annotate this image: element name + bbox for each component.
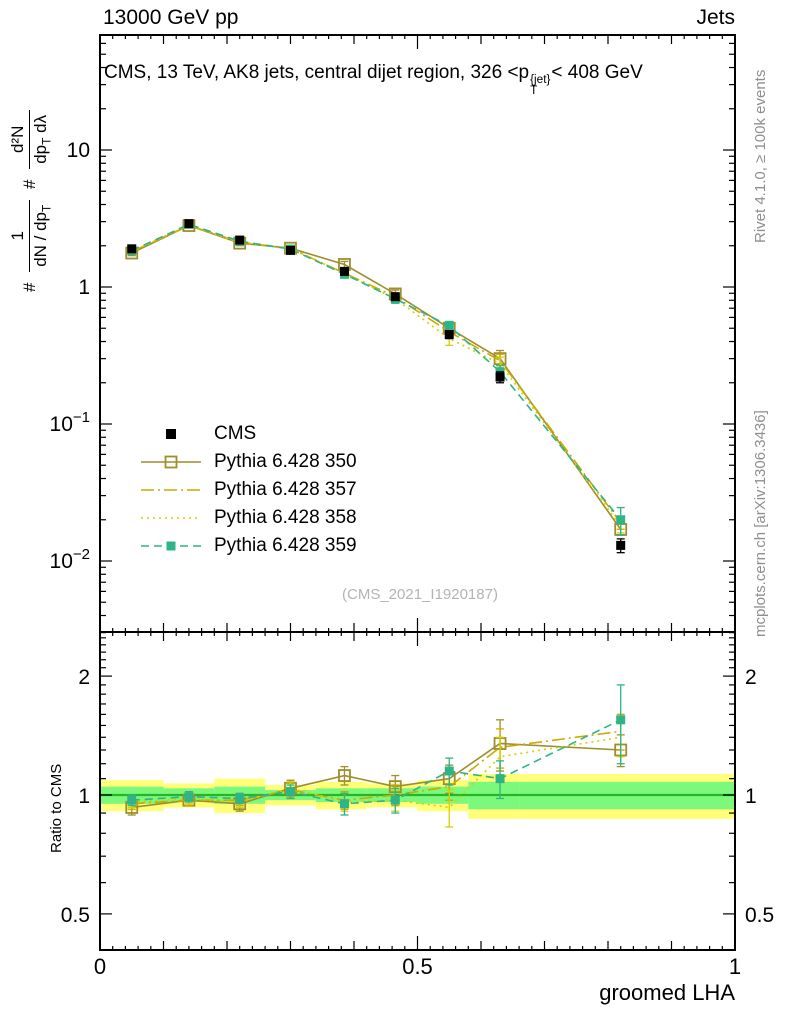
rivet-version-note: Rivet 4.1.0, ≥ 100k events bbox=[752, 69, 769, 243]
tick-labels: 10 1 10−1 10−2 2 2 1 1 0.5 0.5 0 0.5 1 bbox=[50, 139, 775, 979]
analysis-id-watermark: (CMS_2021_I1920187) bbox=[342, 586, 498, 603]
legend-item-cms: CMS bbox=[138, 420, 357, 448]
svg-text:10: 10 bbox=[67, 139, 90, 162]
ylabel-fraction-1: 1 dN / dpT bbox=[8, 199, 53, 272]
legend: CMS Pythia 6.428 350 Pythia 6.428 357 Py… bbox=[138, 420, 357, 560]
svg-text:10−1: 10−1 bbox=[50, 409, 90, 436]
pt-subscript: T bbox=[530, 84, 538, 98]
mcplots-arxiv-note: mcplots.cern.ch [arXiv:1306.3436] bbox=[752, 410, 769, 637]
svg-text:1: 1 bbox=[729, 954, 741, 979]
legend-item-pythia-350: Pythia 6.428 350 bbox=[138, 448, 357, 476]
plot-title-text: CMS, 13 TeV, AK8 jets, central dijet reg… bbox=[104, 62, 530, 83]
pythia-359-marker-icon bbox=[138, 535, 204, 557]
ratio-axis-label: Ratio to CMS bbox=[48, 763, 65, 853]
ylabel-fraction-2: d²N dpT dλ bbox=[8, 109, 53, 169]
svg-text:1: 1 bbox=[78, 785, 90, 808]
beam-energy-label: 13000 GeV pp bbox=[103, 6, 239, 29]
svg-text:1: 1 bbox=[78, 276, 90, 299]
svg-text:10−2: 10−2 bbox=[50, 546, 90, 573]
plot-title: CMS, 13 TeV, AK8 jets, central dijet reg… bbox=[104, 62, 643, 97]
pythia-358-line-icon bbox=[138, 507, 204, 529]
pythia-357-line-icon bbox=[138, 479, 204, 501]
legend-item-pythia-357: Pythia 6.428 357 bbox=[138, 476, 357, 504]
series-cms bbox=[127, 219, 626, 554]
legend-label: Pythia 6.428 350 bbox=[214, 451, 357, 472]
legend-label: Pythia 6.428 358 bbox=[214, 507, 357, 528]
legend-label: CMS bbox=[214, 423, 257, 444]
svg-text:2: 2 bbox=[745, 666, 757, 689]
svg-text:0.5: 0.5 bbox=[402, 954, 433, 979]
legend-item-pythia-358: Pythia 6.428 358 bbox=[138, 504, 357, 532]
legend-label: Pythia 6.428 359 bbox=[214, 535, 357, 556]
svg-text:0.5: 0.5 bbox=[61, 904, 90, 927]
pythia-350-marker-icon bbox=[138, 451, 204, 473]
legend-item-pythia-359: Pythia 6.428 359 bbox=[138, 532, 357, 560]
cms-marker-icon bbox=[138, 423, 204, 445]
hash-symbol: # bbox=[20, 179, 40, 189]
analysis-group-label: Jets bbox=[696, 6, 735, 29]
plot-title-text-end: < 408 GeV bbox=[551, 62, 643, 83]
svg-text:0: 0 bbox=[94, 954, 106, 979]
svg-text:1: 1 bbox=[745, 785, 757, 808]
x-axis-label: groomed LHA bbox=[599, 980, 735, 1005]
y-axis-label: # 1 dN / dpT # d²N dpT dλ bbox=[8, 22, 53, 292]
hash-symbol: # bbox=[20, 282, 40, 292]
pt-superscript: {jet} bbox=[530, 73, 551, 87]
svg-text:2: 2 bbox=[78, 666, 90, 689]
axes-frame bbox=[99, 34, 736, 951]
legend-label: Pythia 6.428 357 bbox=[214, 479, 357, 500]
pt-jet-scripts: {jet} T bbox=[530, 73, 551, 98]
svg-text:0.5: 0.5 bbox=[745, 904, 774, 927]
